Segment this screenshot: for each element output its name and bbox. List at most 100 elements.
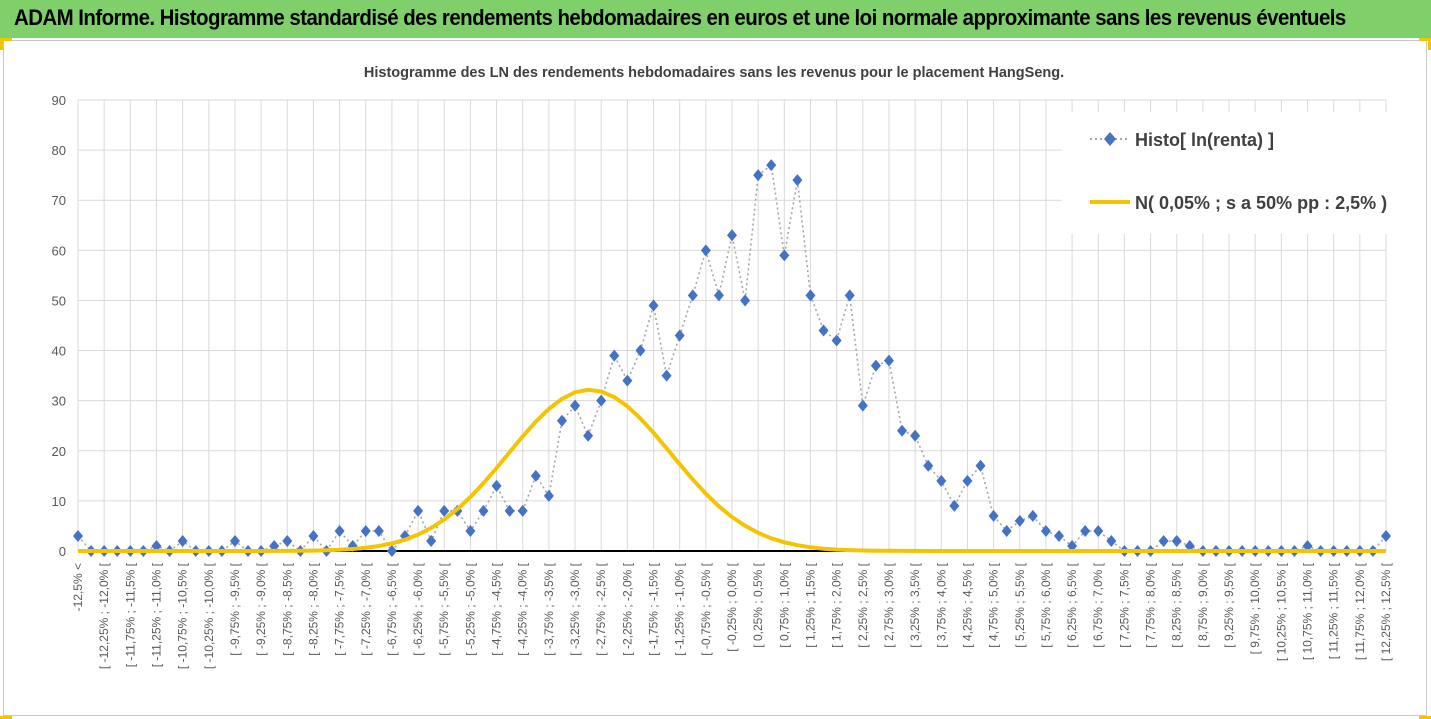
histo-point	[570, 399, 581, 412]
x-tick-label: [ 9,25% ; 9,5% [	[1222, 562, 1236, 647]
histo-point	[805, 289, 816, 302]
histo-point	[1040, 524, 1051, 537]
x-tick-label: [ -9,75% ; -9,5% [	[228, 562, 242, 655]
chart-title: Histogramme des LN des rendements hebdom…	[364, 65, 1064, 81]
histo-point	[897, 424, 908, 437]
x-tick-label: -12,5% <	[71, 563, 85, 611]
x-tick-label: [ 2,25% ; 2,5% [	[856, 562, 870, 647]
x-tick-label: [ 7,25% ; 7,5% [	[1117, 562, 1131, 647]
legend-histo-label: Histo[ ln(renta) ]	[1135, 130, 1274, 150]
corner-marker	[0, 716, 12, 719]
histo-point	[1302, 539, 1313, 552]
x-tick-label: [ 0,75% ; 1,0% [	[777, 562, 791, 647]
x-tick-label: [ 10,25% ; 10,5% [	[1274, 562, 1288, 661]
x-tick-label: [ -0,25% ; 0,0% [	[725, 562, 739, 651]
x-tick-label: [ -11,25% ; -11,0% [	[149, 562, 163, 667]
x-tick-label: [ 1,75% ; 2,0% [	[830, 562, 844, 647]
histo-point	[1027, 509, 1038, 522]
histo-point	[792, 174, 803, 187]
histo-point	[661, 369, 672, 382]
corner-marker	[1419, 38, 1431, 41]
histo-point	[465, 524, 476, 537]
histo-point	[1184, 539, 1195, 552]
y-tick-label: 10	[52, 494, 66, 509]
histo-point	[910, 429, 921, 442]
histo-point	[439, 504, 450, 517]
histo-point	[177, 534, 188, 547]
histo-point	[491, 479, 502, 492]
histo-point	[923, 459, 934, 472]
histo-point	[1067, 539, 1078, 552]
histo-point	[713, 289, 724, 302]
x-tick-label: [ 12,25% ; 12,5% [	[1379, 562, 1393, 661]
x-tick-label: [ -12,25% ; -12,0% [	[97, 562, 111, 669]
histo-point	[1001, 524, 1012, 537]
x-tick-label: [ 0,25% ; 0,5% [	[751, 562, 765, 647]
histo-point	[282, 534, 293, 547]
header-bar: ADAM Informe. Histogramme standardisé de…	[0, 0, 1431, 38]
x-tick-label: [ 7,75% ; 8,0% [	[1144, 562, 1158, 647]
normal-curve-line	[78, 387, 1386, 553]
histo-point	[936, 474, 947, 487]
histo-point	[949, 499, 960, 512]
histo-point	[151, 539, 162, 552]
histo-point	[308, 529, 319, 542]
x-tick-label: [ -3,25% ; -3,0% [	[568, 562, 582, 655]
x-tick-label: [ 2,75% ; 3,0% [	[882, 562, 896, 647]
histo-point	[740, 294, 751, 307]
histo-point	[844, 289, 855, 302]
histo-point	[622, 374, 633, 387]
x-tick-label: [ -10,75% ; -10,5% [	[176, 562, 190, 669]
y-tick-label: 70	[52, 193, 66, 208]
y-tick-label: 60	[52, 243, 66, 258]
x-tick-label: [ 3,75% ; 4,0% [	[934, 562, 948, 647]
header-title: ADAM Informe. Histogramme standardisé de…	[14, 5, 1346, 30]
legend-box	[1062, 112, 1388, 234]
x-tick-label: [ 9,75% ; 10,0% [	[1248, 562, 1262, 654]
x-tick-label: [ -7,25% ; -7,0% [	[359, 562, 373, 655]
histo-point	[883, 354, 894, 367]
y-tick-label: 40	[52, 344, 66, 359]
x-tick-label: [ 1,25% ; 1,5% [	[803, 562, 817, 647]
histo-point	[504, 504, 515, 517]
x-tick-label: [ -1,75% ; -1,5% [	[647, 562, 661, 655]
histo-point	[609, 349, 620, 362]
histo-point	[975, 459, 986, 472]
x-tick-label: [ 6,75% ; 7,0% [	[1091, 562, 1105, 647]
x-tick-label: [ -10,25% ; -10,0% [	[202, 562, 216, 669]
histo-point	[426, 534, 437, 547]
x-tick-label: [ -6,75% ; -6,5% [	[385, 562, 399, 655]
x-tick-label: [ -2,25% ; -2,0% [	[620, 562, 634, 655]
histo-point	[857, 399, 868, 412]
x-tick-label: [ -2,75% ; -2,5% [	[594, 562, 608, 655]
x-tick-label: [ -3,75% ; -3,5% [	[542, 562, 556, 655]
histo-point	[818, 324, 829, 337]
x-tick-label: [ -5,75% ; -5,5% [	[437, 562, 451, 655]
x-tick-label: [ -5,25% ; -5,0% [	[463, 562, 477, 655]
x-tick-label: [ 11,25% ; 11,5% [	[1327, 562, 1341, 659]
y-tick-label: 30	[52, 394, 66, 409]
histo-point	[988, 509, 999, 522]
histo-point	[1171, 534, 1182, 547]
legend-histo-marker	[1104, 132, 1116, 146]
histo-point	[1093, 524, 1104, 537]
x-tick-label: [ -8,75% ; -8,5% [	[280, 562, 294, 655]
histo-point	[687, 289, 698, 302]
y-tick-label: 80	[52, 143, 66, 158]
histo-point	[1106, 534, 1117, 547]
histo-point	[334, 524, 345, 537]
histo-point	[648, 299, 659, 312]
x-tick-label: [ -6,25% ; -6,0% [	[411, 562, 425, 655]
histo-point	[753, 169, 764, 182]
corner-marker	[0, 38, 3, 50]
histo-point	[635, 344, 646, 357]
x-tick-label: [ 4,75% ; 5,0% [	[987, 562, 1001, 647]
x-tick-label: [ 3,25% ; 3,5% [	[908, 562, 922, 647]
x-tick-label: [ -9,25% ; -9,0% [	[254, 562, 268, 655]
y-tick-label: 20	[52, 444, 66, 459]
histo-point	[386, 545, 397, 557]
x-tick-label: [ 4,25% ; 4,5% [	[960, 562, 974, 647]
histo-point	[360, 524, 371, 537]
histo-point	[766, 159, 777, 172]
